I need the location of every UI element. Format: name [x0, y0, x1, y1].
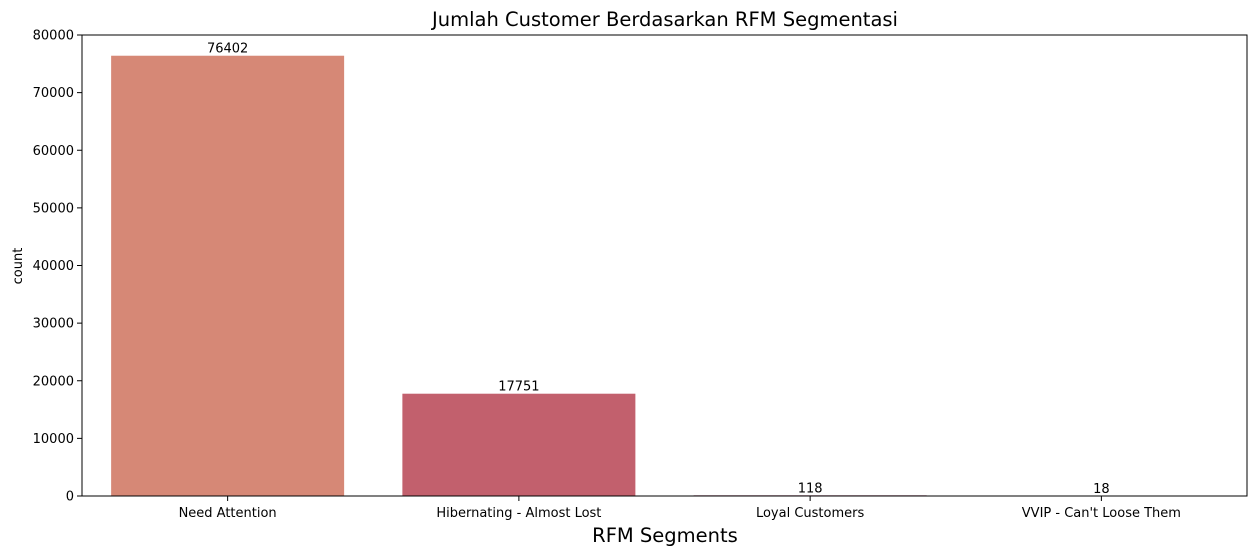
x-axis-title: RFM Segments: [592, 524, 738, 547]
y-tick-label-5: 50000: [33, 201, 74, 216]
data-label-0: 76402: [207, 42, 248, 57]
y-tick-label-2: 20000: [33, 374, 74, 389]
x-tick-label-3: VVIP - Can't Loose Them: [1022, 506, 1181, 521]
data-label-3: 18: [1093, 482, 1110, 497]
bar-1: [402, 394, 635, 496]
y-tick-label-0: 0: [66, 490, 74, 505]
x-axis: Need Attention Hibernating - Almost Lost L…: [179, 496, 1181, 521]
y-tick-label-4: 40000: [33, 259, 74, 274]
x-tick-label-2: Loyal Customers: [756, 506, 865, 521]
bar-0: [111, 56, 344, 496]
data-label-2: 118: [798, 481, 823, 496]
y-axis-title: count: [11, 248, 26, 285]
y-tick-label-1: 10000: [33, 432, 74, 447]
data-label-1: 17751: [498, 380, 539, 395]
y-tick-label-7: 70000: [33, 86, 74, 101]
y-tick-label-6: 60000: [33, 144, 74, 159]
bars-layer: [111, 56, 1218, 496]
y-tick-label-8: 80000: [33, 29, 74, 44]
x-tick-label-1: Hibernating - Almost Lost: [436, 506, 601, 521]
y-axis: 0 10000 20000 30000 40000 50000 60000 70000 8000…: [33, 29, 82, 505]
chart-title: Jumlah Customer Berdasarkan RFM Segmenta…: [430, 8, 898, 31]
y-tick-label-3: 30000: [33, 317, 74, 332]
x-tick-label-0: Need Attention: [179, 506, 277, 521]
